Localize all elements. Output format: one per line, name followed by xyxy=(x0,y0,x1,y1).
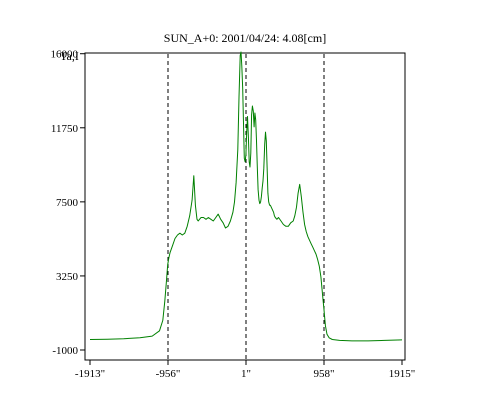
x-tick-label: 958" xyxy=(314,368,335,380)
series-group xyxy=(89,51,403,342)
y-ticks: 16000 11750 7500 3250 -1000 xyxy=(51,49,85,357)
x-tick-label: -956" xyxy=(156,368,181,380)
y-tick-label: -1000 xyxy=(52,345,78,357)
chart-title: SUN_A+0: 2001/04/24: 4.08[cm] xyxy=(164,31,326,45)
series-line-1 xyxy=(89,51,403,342)
x-tick-label: -1913" xyxy=(75,368,105,380)
y-tick-label: 3250 xyxy=(56,271,79,283)
plot-frame xyxy=(84,52,406,361)
x-ticks: -1913" -956" 1" 958" 1915" xyxy=(75,360,415,380)
y-tick-label: 7500 xyxy=(56,197,79,209)
x-tick-label: 1" xyxy=(241,368,251,380)
y-tick-label: 16000 xyxy=(51,49,79,61)
y-tick-label: 11750 xyxy=(51,123,79,135)
x-tick-label: 1915" xyxy=(389,368,416,380)
y-axis-label: Ta,I xyxy=(60,49,79,63)
